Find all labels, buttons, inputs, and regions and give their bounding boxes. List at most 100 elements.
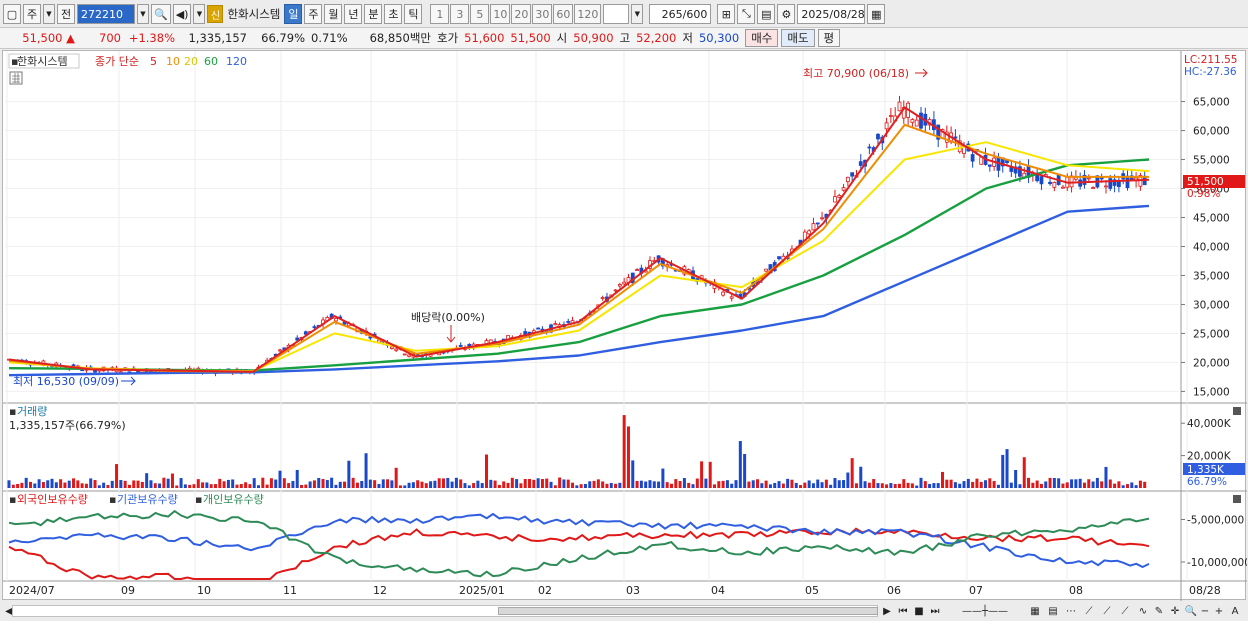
stock-code-input[interactable]: 272210 (77, 4, 135, 24)
table-icon[interactable]: ▤ (1048, 605, 1058, 617)
volume-bar (1009, 482, 1013, 488)
volume-bar (16, 483, 20, 488)
tick-20-button[interactable]: 20 (511, 4, 532, 24)
low-arrow-icon (121, 376, 136, 386)
tab-period-day[interactable]: 일 (284, 4, 303, 24)
gear-icon[interactable]: ⚙ (777, 4, 796, 24)
volume-bar (441, 478, 445, 488)
market-dropdown-icon[interactable]: ▼ (43, 4, 55, 24)
zoom-slider[interactable]: ——┼—— (961, 605, 1009, 617)
candle-body (458, 344, 463, 347)
calendar-icon[interactable]: ▦ (867, 4, 886, 24)
legend-foreign[interactable]: 외국인보유수량 (17, 493, 88, 506)
trend-icon-1[interactable]: ⟋ (1085, 605, 1093, 617)
line-icon[interactable]: ⋯ (1066, 605, 1076, 617)
code-dropdown-icon[interactable]: ▼ (137, 4, 149, 24)
legend-individual[interactable]: 개인보유수량 (203, 493, 264, 506)
volume-bar (416, 480, 420, 488)
scrollbar[interactable] (12, 605, 878, 617)
stop-icon[interactable]: ■ (914, 605, 924, 617)
candle-body (979, 156, 984, 165)
tick-10-button[interactable]: 10 (490, 4, 511, 24)
chart-canvas[interactable]: 65,00060,00055,00050,00045,00040,00035,0… (3, 51, 1247, 601)
scroll-right-icon[interactable]: ▶ (883, 605, 891, 617)
holding-dot-icon-3: ▪ (195, 493, 202, 506)
volume-bar (523, 478, 527, 488)
volume-bar (747, 481, 751, 488)
scrollbar-thumb[interactable] (498, 607, 878, 615)
tick-30-button[interactable]: 30 (532, 4, 553, 24)
legend-ma-label[interactable]: 종가 단순 (95, 55, 139, 68)
fast-forward-icon[interactable]: ⏭ (930, 605, 940, 617)
volume-bar (1065, 482, 1069, 488)
volume-bar (196, 479, 200, 488)
speaker-dropdown-icon[interactable]: ▼ (193, 4, 206, 24)
volume-bar (764, 480, 768, 488)
volume-bar (984, 480, 988, 488)
tab-period-year[interactable]: 년 (344, 4, 363, 24)
window-menu-icon[interactable]: ▢ (3, 4, 21, 24)
tick-1-button[interactable]: 1 (430, 4, 450, 24)
eval-button[interactable]: 평 (817, 29, 841, 47)
display-count-field[interactable]: 265/600 (649, 4, 712, 24)
legend-title[interactable]: 한화시스템 (17, 55, 68, 68)
tab-period-minute[interactable]: 분 (364, 4, 383, 24)
font-size-icon[interactable]: A (1231, 605, 1239, 617)
holding-panel-close-icon[interactable] (1233, 495, 1241, 503)
date-input[interactable]: 2025/08/28 (797, 4, 866, 24)
trend-icon-2[interactable]: ⟋ (1103, 605, 1111, 617)
tick-custom-input[interactable] (603, 4, 630, 24)
zoom-out-icon[interactable]: − (1200, 605, 1210, 617)
open-value: 50,900 (573, 31, 614, 45)
tick-5-button[interactable]: 5 (470, 4, 490, 24)
scroll-left-icon[interactable]: ◀ (5, 605, 13, 617)
chart-type-icon[interactable]: ⊞ (717, 4, 736, 24)
zoom-in-icon[interactable]: + (1214, 605, 1224, 617)
tick-60-button[interactable]: 60 (553, 4, 574, 24)
volume-bar (24, 477, 28, 488)
legend-ma60: 60 (204, 55, 218, 68)
crosshair-icon[interactable]: ✛ (1170, 605, 1180, 617)
candle-body (566, 321, 571, 323)
volume-bar (583, 483, 587, 488)
grid-icon[interactable]: ▦ (1030, 605, 1040, 617)
drawing-tool-icon[interactable]: ⤡ (737, 4, 756, 24)
volume-bar (205, 482, 209, 488)
sell-button[interactable]: 매도 (781, 29, 815, 47)
volume-title[interactable]: 거래량 (17, 405, 47, 418)
speaker-icon[interactable]: ◀) (172, 4, 192, 24)
table-view-icon[interactable] (9, 71, 23, 85)
volume-panel-close-icon[interactable] (1233, 407, 1241, 415)
volume-bar (872, 479, 876, 488)
brush-icon[interactable]: ✎ (1154, 605, 1164, 617)
vol-tick-label: 40,000K (1187, 418, 1232, 430)
open-label: 시 (556, 31, 568, 45)
search-icon[interactable]: 🔍 (151, 4, 171, 24)
tick-dropdown-icon[interactable]: ▼ (631, 4, 644, 24)
y-axis-ticks: 65,00060,00055,00050,00045,00040,00035,0… (1181, 97, 1247, 569)
buy-button[interactable]: 매수 (745, 29, 779, 47)
volume-bar (773, 482, 777, 488)
tab-period-second[interactable]: 초 (384, 4, 403, 24)
legend-institution[interactable]: 기관보유수량 (117, 493, 178, 506)
volume-bar (790, 479, 794, 488)
tab-period-week[interactable]: 주 (304, 4, 323, 24)
prev-button[interactable]: 전 (57, 4, 75, 24)
tab-period-tick[interactable]: 틱 (404, 4, 423, 24)
trend-icon-3[interactable]: ⟋ (1121, 605, 1129, 617)
x-tick-label: 08/28 (1189, 584, 1221, 597)
wave-icon[interactable]: ∿ (1138, 605, 1148, 617)
volume-bar (433, 480, 437, 488)
tick-3-button[interactable]: 3 (450, 4, 470, 24)
rewind-icon[interactable]: ⏮ (898, 605, 908, 617)
tab-period-month[interactable]: 월 (324, 4, 343, 24)
zoom-icon[interactable]: 🔍 (1184, 605, 1198, 617)
volume-bar (106, 485, 110, 488)
volume-bar (992, 480, 996, 488)
volume-bar (54, 482, 58, 488)
market-select[interactable]: 주 (23, 4, 41, 24)
save-icon[interactable]: ▤ (757, 4, 776, 24)
tick-120-button[interactable]: 120 (574, 4, 602, 24)
candle-body (811, 223, 816, 231)
volume-bar (1074, 479, 1078, 488)
